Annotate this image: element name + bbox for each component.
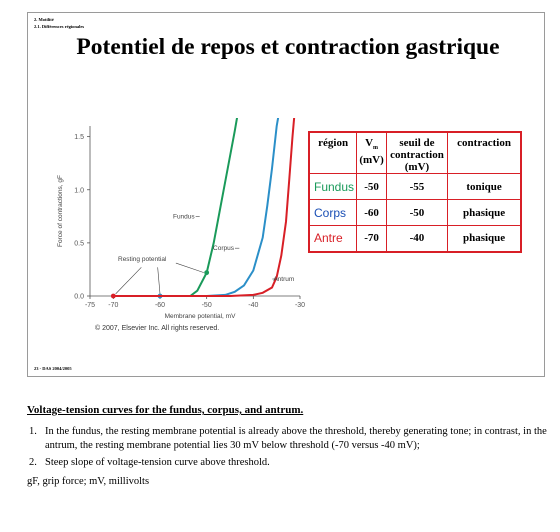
list-item: 2. Steep slope of voltage-tension curve … xyxy=(27,456,549,470)
resting-potential-label: Resting potential xyxy=(118,256,167,263)
cell-threshold: -55 xyxy=(385,173,449,200)
x-tick-label: -30 xyxy=(295,302,305,309)
cell-threshold: -50 xyxy=(385,199,449,226)
table-header-row: région Vm (mV) seuil de contraction (mV) … xyxy=(308,131,522,174)
series-label-corpus: Corpus xyxy=(213,245,235,252)
resting-potential-leader xyxy=(175,262,204,273)
x-tick-label: -70 xyxy=(108,302,118,309)
y-axis-label: Force of contractions, gF xyxy=(57,175,64,247)
slide-title: Potentiel de repos et contraction gastri… xyxy=(76,34,500,60)
slide-footer-tag: 23 - DAS 2004/2005 xyxy=(34,366,72,371)
cell-vm: -50 xyxy=(356,173,387,200)
series-label-antrum: Antrum xyxy=(273,276,294,283)
resting-potential-leader-antrum xyxy=(115,267,142,295)
x-tick-label: -60 xyxy=(155,302,165,309)
chart-copyright: © 2007, Elsevier Inc. All rights reserve… xyxy=(95,324,219,332)
breadcrumb-section: 2. Motilité xyxy=(34,17,54,22)
note-number: 2. xyxy=(29,457,37,468)
list-item: 1. In the fundus, the resting membrane p… xyxy=(27,425,549,453)
header-threshold: seuil de contraction (mV) xyxy=(385,131,449,174)
resting-point-antrum xyxy=(110,293,116,299)
cell-vm: -70 xyxy=(356,225,387,252)
region-properties-table: région Vm (mV) seuil de contraction (mV) … xyxy=(308,131,522,253)
y-tick-label: 0.5 xyxy=(74,240,84,247)
note-number: 1. xyxy=(29,426,37,437)
header-vm-symbol: V xyxy=(365,137,374,149)
x-tick-label: -75 xyxy=(85,302,95,309)
cell-region: Antre xyxy=(308,225,358,252)
cell-threshold: -40 xyxy=(385,225,449,252)
breadcrumb-subsection: 2.1. Différences régionales xyxy=(34,24,85,29)
series-line-fundus xyxy=(189,118,239,297)
header-vm-subscript: m xyxy=(373,145,379,151)
cell-region: Corps xyxy=(308,199,358,226)
x-axis-label: Membrane potential, mV xyxy=(165,313,236,320)
header-region: région xyxy=(308,131,358,174)
table-row: Fundus -50 -55 tonique xyxy=(308,173,522,200)
cell-region: Fundus xyxy=(308,173,358,200)
cell-contraction: phasique xyxy=(447,225,522,252)
header-contraction: contraction xyxy=(447,131,522,174)
y-tick-label: 0.0 xyxy=(74,294,84,301)
abbreviations: gF, grip force; mV, millivolts xyxy=(27,476,150,487)
resting-point-fundus xyxy=(204,270,210,276)
notes-list: 1. In the fundus, the resting membrane p… xyxy=(27,425,549,473)
series-label-fundus: Fundus xyxy=(173,213,195,220)
x-tick-label: -40 xyxy=(248,302,258,309)
x-tick-label: -50 xyxy=(202,302,212,309)
note-text: Steep slope of voltage-tension curve abo… xyxy=(45,457,270,468)
cell-contraction: tonique xyxy=(447,173,522,200)
cell-vm: -60 xyxy=(356,199,387,226)
header-vm-unit: (mV) xyxy=(359,154,384,166)
header-vm: Vm (mV) xyxy=(356,131,387,174)
note-text: In the fundus, the resting membrane pote… xyxy=(45,426,547,451)
cell-contraction: phasique xyxy=(447,199,522,226)
voltage-tension-chart: 0.0 0.5 1.0 1.5 -75 -70 -60 -50 -40 -30 Membrane p… xyxy=(57,118,305,332)
series-line-antrum xyxy=(113,118,296,297)
resting-potential-leader-corpus xyxy=(157,267,161,294)
table-row: Corps -60 -50 phasique xyxy=(308,199,522,226)
table-row: Antre -70 -40 phasique xyxy=(308,225,522,252)
figure-caption: Voltage-tension curves for the fundus, c… xyxy=(27,404,304,416)
y-tick-label: 1.5 xyxy=(74,134,84,141)
y-tick-label: 1.0 xyxy=(74,187,84,194)
